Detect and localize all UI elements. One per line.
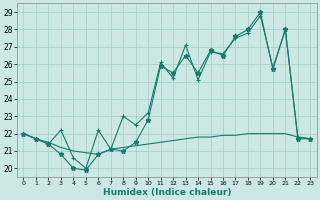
X-axis label: Humidex (Indice chaleur): Humidex (Indice chaleur)	[103, 188, 231, 197]
